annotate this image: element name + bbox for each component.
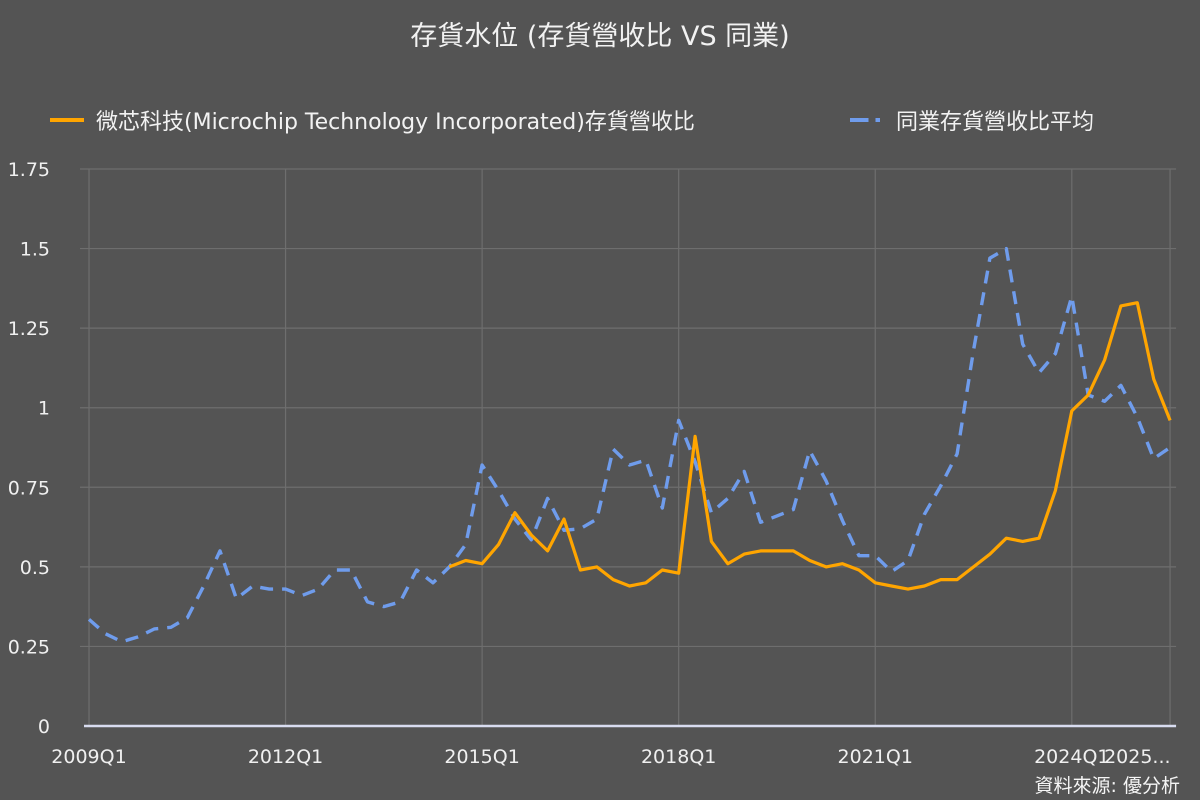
y-tick-label: 1.75 bbox=[8, 159, 50, 181]
x-tick-label: 2021Q1 bbox=[838, 746, 913, 768]
y-tick-label: 1.25 bbox=[8, 318, 50, 340]
x-tick-label: 2024Q1 bbox=[1034, 746, 1109, 768]
legend-item-peer[interactable]: 同業存貨營收比平均 bbox=[850, 104, 1094, 136]
y-tick-label: 0.25 bbox=[8, 636, 50, 658]
peer-average-series-line bbox=[87, 246, 1172, 644]
chart-title: 存貨水位 (存貨營收比 VS 同業) bbox=[410, 21, 790, 52]
data-series bbox=[87, 246, 1172, 644]
y-tick-label: 1.5 bbox=[20, 239, 50, 261]
data-source-note: 資料來源: 優分析 bbox=[1034, 775, 1180, 797]
legend-label: 同業存貨營收比平均 bbox=[896, 110, 1095, 135]
x-tick-label: 2009Q1 bbox=[51, 746, 126, 768]
x-tick-label: 2018Q1 bbox=[641, 746, 716, 768]
y-axis-ticks: 0 0.25 0.5 0.75 1 1.25 1.5 1.75 bbox=[8, 159, 50, 738]
x-tick-label: 2025... bbox=[1104, 746, 1170, 768]
company-series-line bbox=[448, 301, 1172, 591]
y-tick-label: 1 bbox=[38, 398, 50, 420]
y-tick-label: 0 bbox=[38, 716, 50, 738]
x-axis-ticks: 2009Q1 2012Q1 2015Q1 2018Q1 2021Q1 2024Q12025… bbox=[51, 746, 1170, 768]
legend-item-company[interactable]: 微芯科技(Microchip Technology Incorporated)存… bbox=[50, 104, 695, 136]
legend-label: 微芯科技(Microchip Technology Incorporated)存… bbox=[96, 110, 695, 135]
y-tick-label: 0.75 bbox=[8, 477, 50, 499]
y-tick-label: 0.5 bbox=[20, 557, 50, 579]
x-tick-label: 2012Q1 bbox=[248, 746, 323, 768]
x-tick-label: 2015Q1 bbox=[444, 746, 519, 768]
legend-swatch-solid-icon bbox=[50, 118, 84, 122]
gridlines bbox=[80, 168, 1177, 728]
legend-swatch-dashed-icon bbox=[850, 118, 884, 122]
